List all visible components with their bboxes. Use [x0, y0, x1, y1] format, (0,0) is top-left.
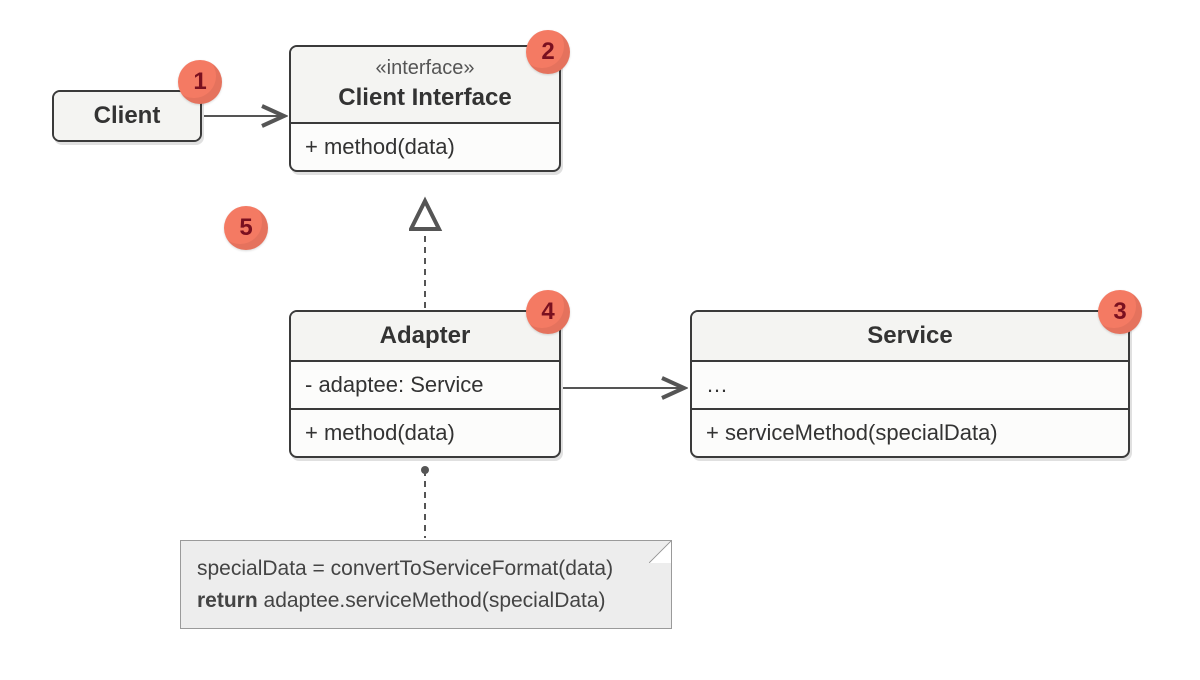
callout-2: 2 — [526, 30, 570, 74]
note-line-2: return adaptee.serviceMethod(specialData… — [197, 585, 631, 617]
note-fold-icon — [649, 541, 671, 563]
diagram-stage: Client «interface» Client Interface + me… — [0, 0, 1200, 680]
callout-1: 1 — [178, 60, 222, 104]
class-adapter-field: - adaptee: Service — [291, 360, 559, 408]
class-client-interface-title: Client Interface — [305, 82, 545, 114]
class-adapter: Adapter - adaptee: Service + method(data… — [289, 310, 561, 458]
class-service-field: … — [692, 360, 1128, 408]
note-line-2-rest: adaptee.serviceMethod(specialData) — [258, 589, 606, 612]
class-adapter-header: Adapter — [291, 312, 559, 360]
class-service: Service … + serviceMethod(specialData) — [690, 310, 1130, 458]
class-adapter-title: Adapter — [305, 320, 545, 352]
callout-3: 3 — [1098, 290, 1142, 334]
callout-4: 4 — [526, 290, 570, 334]
class-service-title: Service — [706, 320, 1114, 352]
class-adapter-method: + method(data) — [291, 408, 559, 456]
note-line-1: specialData = convertToServiceFormat(dat… — [197, 553, 631, 585]
class-client-interface-method: + method(data) — [291, 122, 559, 170]
pseudocode-note: specialData = convertToServiceFormat(dat… — [180, 540, 672, 629]
keyword-return: return — [197, 589, 258, 612]
class-client: Client — [52, 90, 202, 142]
class-service-method: + serviceMethod(specialData) — [692, 408, 1128, 456]
class-client-title: Client — [68, 100, 186, 132]
class-service-header: Service — [692, 312, 1128, 360]
class-client-header: Client — [54, 92, 200, 140]
callout-5: 5 — [224, 206, 268, 250]
class-client-interface: «interface» Client Interface + method(da… — [289, 45, 561, 172]
stereotype-label: «interface» — [305, 55, 545, 82]
class-client-interface-header: «interface» Client Interface — [291, 47, 559, 122]
